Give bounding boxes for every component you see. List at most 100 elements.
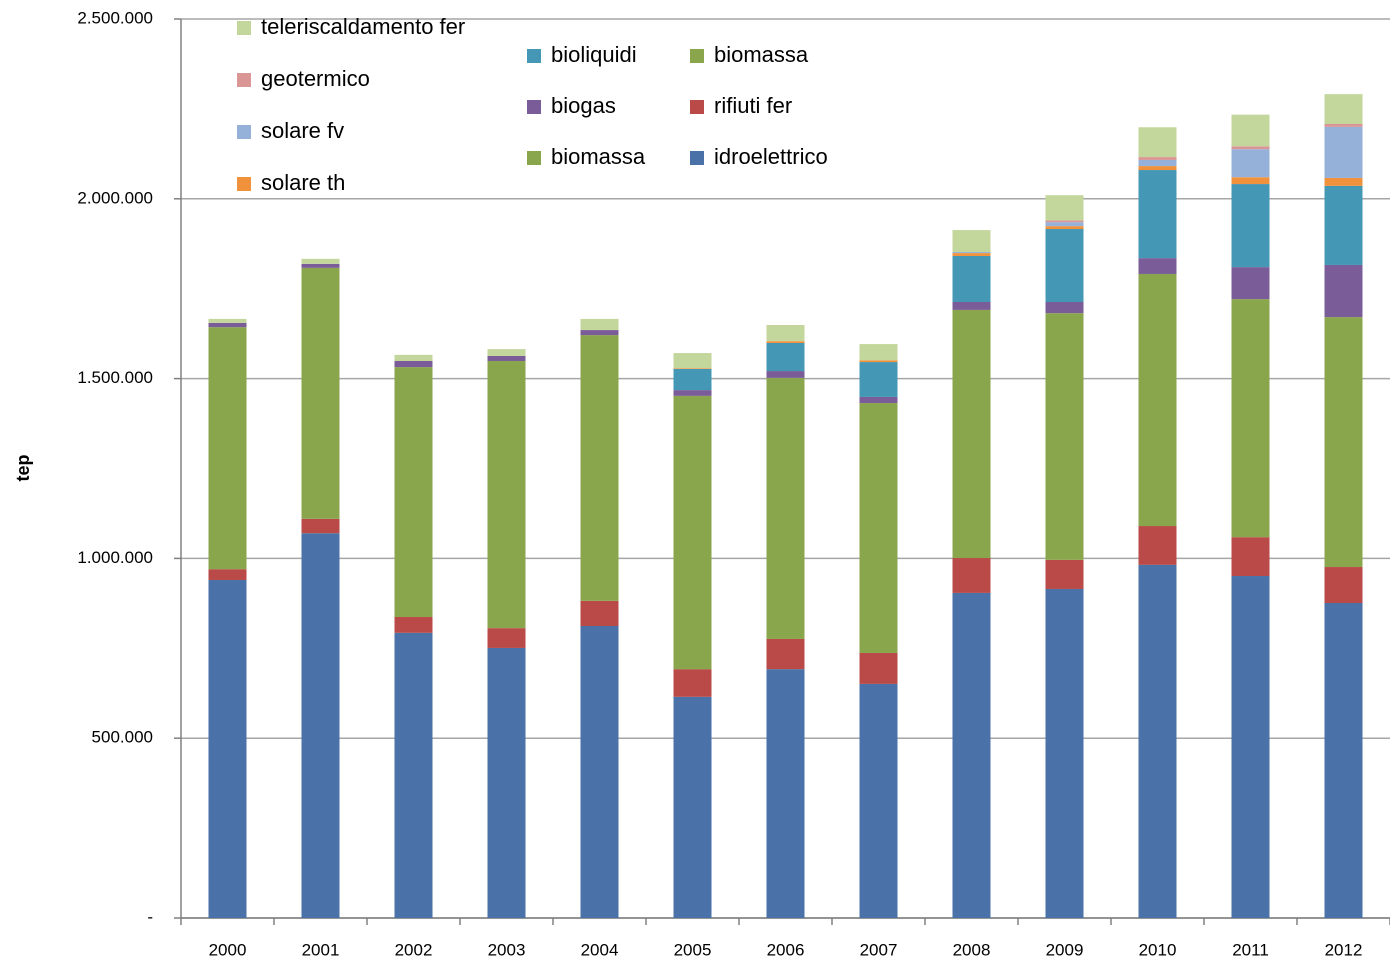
bar-segment	[487, 647, 526, 918]
legend-swatch	[527, 151, 541, 165]
bar-segment	[1138, 258, 1177, 274]
x-tick-label: 2008	[953, 940, 991, 959]
bar-segment	[301, 263, 340, 268]
bar-segment	[766, 371, 805, 378]
bar-segment	[1138, 273, 1177, 527]
bar-segment	[301, 518, 340, 534]
legend-swatch	[690, 100, 704, 114]
bar-segment	[1324, 94, 1363, 125]
legend-label: bioliquidi	[551, 42, 637, 67]
bar-segment	[952, 230, 991, 253]
bar-segment	[301, 258, 340, 264]
bar-segment	[1324, 602, 1363, 918]
bar-segment	[394, 354, 433, 361]
bar-segment	[487, 628, 526, 648]
y-tick-label: 1.000.000	[77, 548, 153, 567]
y-axis-label: tep	[13, 454, 33, 481]
bar-segment	[1231, 149, 1270, 178]
x-tick-label: 2005	[674, 940, 712, 959]
bar-segment	[673, 696, 712, 918]
bar-segment	[766, 638, 805, 670]
bar-segment	[487, 355, 526, 361]
bar-segment	[1231, 184, 1270, 268]
bar-segment	[1045, 229, 1084, 303]
bar-segment	[859, 652, 898, 684]
bar-segment	[208, 327, 247, 570]
bar-segment	[766, 341, 805, 343]
bar-segment	[1324, 264, 1363, 318]
bar-segment	[1138, 127, 1177, 158]
bar-segment	[1138, 564, 1177, 918]
bar-segment	[580, 600, 619, 627]
bar-segment	[673, 368, 712, 391]
bar-segment	[1324, 124, 1363, 127]
x-tick-label: 2009	[1046, 940, 1084, 959]
bar-segment	[208, 318, 247, 323]
legend-label: idroelettrico	[714, 144, 828, 169]
legend-swatch	[237, 125, 251, 139]
bar-segment	[1045, 220, 1084, 223]
bar-segment	[859, 362, 898, 397]
bar-segment	[673, 395, 712, 670]
legend-label: biomassa	[714, 42, 809, 67]
bar-segment	[1045, 195, 1084, 221]
bar-segment	[952, 252, 991, 254]
bar-segment	[487, 349, 526, 356]
bar-segment	[301, 267, 340, 519]
x-tick-label: 2002	[395, 940, 433, 959]
bar-segment	[766, 342, 805, 372]
legend-label: solare fv	[261, 118, 344, 143]
bar-segment	[1138, 157, 1177, 160]
legend-swatch	[527, 49, 541, 63]
bar-segment	[1231, 576, 1270, 918]
bar-segment	[580, 335, 619, 601]
bar-segment	[1231, 146, 1270, 150]
y-tick-label: 500.000	[92, 728, 153, 747]
bar-segment	[1045, 559, 1084, 589]
bar-segment	[394, 632, 433, 918]
y-tick-label: 2.500.000	[77, 8, 153, 27]
bar-segment	[1045, 226, 1084, 230]
bar-segment	[1231, 299, 1270, 538]
bar-segment	[1231, 267, 1270, 300]
bar-segment	[952, 558, 991, 593]
bar-segment	[580, 318, 619, 331]
bar-segment	[952, 302, 991, 310]
legend-label: geotermico	[261, 66, 370, 91]
legend-label: teleriscaldamento fer	[261, 14, 465, 39]
y-tick-label: -	[147, 907, 153, 926]
bar-segment	[1231, 537, 1270, 577]
bar-segment	[394, 367, 433, 618]
bar-segment	[859, 396, 898, 404]
x-tick-label: 2010	[1139, 940, 1177, 959]
bar-segment	[1324, 177, 1363, 186]
y-tick-label: 1.500.000	[77, 368, 153, 387]
x-tick-label: 2007	[860, 940, 898, 959]
legend-label: biomassa	[551, 144, 646, 169]
legend-swatch	[527, 100, 541, 114]
x-tick-label: 2003	[488, 940, 526, 959]
x-tick-label: 2001	[302, 940, 340, 959]
legend-swatch	[237, 177, 251, 191]
legend-swatch	[690, 151, 704, 165]
bar-segment	[1324, 567, 1363, 603]
bar-segment	[952, 253, 991, 256]
bar-segment	[580, 330, 619, 336]
x-tick-label: 2000	[209, 940, 247, 959]
legend-swatch	[237, 73, 251, 87]
bar-segment	[766, 669, 805, 918]
bar-segment	[580, 626, 619, 918]
bar-segment	[673, 390, 712, 396]
bar-segment	[208, 579, 247, 918]
bar-segment	[766, 377, 805, 639]
bar-segment	[859, 344, 898, 361]
y-tick-label: 2.000.000	[77, 188, 153, 207]
bar-segment	[859, 683, 898, 918]
bar-segment	[301, 533, 340, 918]
legend-label: solare th	[261, 170, 345, 195]
bar-segment	[394, 617, 433, 633]
x-tick-label: 2004	[581, 940, 619, 959]
bar-segment	[952, 255, 991, 303]
bar-segment	[1138, 159, 1177, 167]
